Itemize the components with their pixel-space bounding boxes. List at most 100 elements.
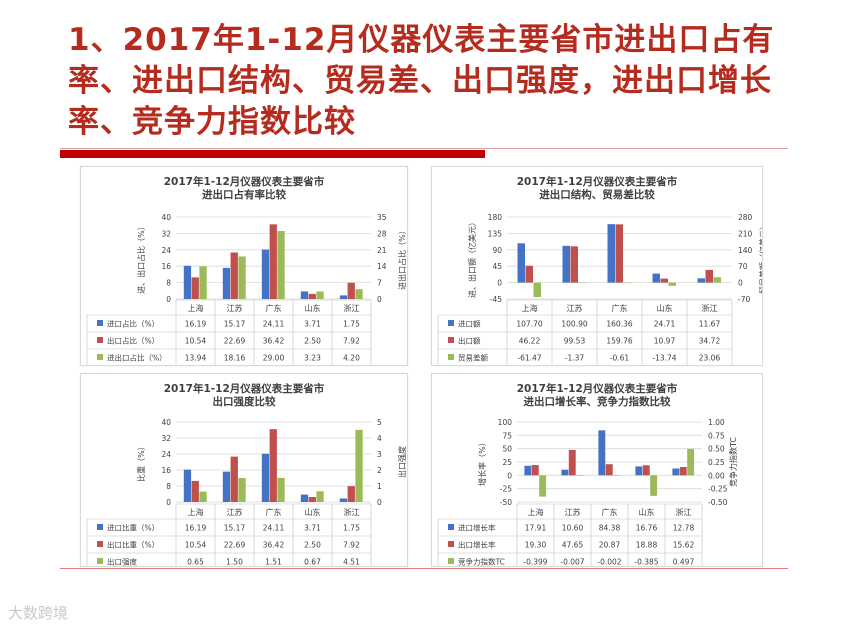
- x-tick-label: 江苏: [227, 507, 243, 517]
- bar-0: [607, 224, 615, 283]
- x-tick-label: 江苏: [227, 303, 243, 313]
- chart-title-line: 进出口结构、贸易差比较: [539, 188, 655, 201]
- data-label: 13.94: [185, 354, 207, 363]
- bar-2: [613, 475, 621, 476]
- y-tick-left: -25: [500, 485, 512, 494]
- data-label: 11.67: [699, 320, 721, 329]
- data-label: 3.71: [304, 320, 321, 329]
- y-tick-left: -45: [490, 295, 502, 304]
- data-label: 36.42: [263, 541, 285, 550]
- bar-2: [277, 477, 285, 502]
- data-label: -13.74: [652, 354, 676, 363]
- y-tick-left: 32: [161, 229, 171, 238]
- data-label: 15.62: [673, 541, 695, 550]
- bar-1: [230, 252, 238, 299]
- y-tick-left: 90: [492, 246, 502, 255]
- legend-swatch: [448, 354, 454, 360]
- chart-title-line: 进出口增长率、竞争力指数比较: [524, 395, 671, 408]
- bar-0: [524, 465, 532, 476]
- data-label: 34.72: [699, 337, 721, 346]
- y-tick-left: 8: [166, 279, 171, 288]
- data-label: -1.37: [565, 354, 585, 363]
- data-label: 10.54: [185, 541, 207, 550]
- x-tick-label: 浙江: [344, 303, 360, 313]
- bar-2: [238, 256, 246, 299]
- data-label: 3.23: [304, 354, 321, 363]
- y-tick-left: 0: [497, 279, 502, 288]
- bar-1: [347, 486, 355, 502]
- data-label: 160.36: [606, 320, 632, 329]
- y-axis-label-left: 进、出口额（亿美元）: [467, 218, 477, 298]
- data-label: 22.69: [224, 541, 246, 550]
- y-tick-right: 0: [377, 295, 382, 304]
- bar-0: [222, 471, 231, 502]
- bar-2: [277, 231, 285, 299]
- bar-0: [635, 466, 643, 476]
- legend-label: 进口额: [458, 319, 481, 329]
- y-axis-label-left: 进、出口占比（%）: [136, 222, 146, 294]
- y-tick-left: 24: [161, 450, 171, 459]
- y-tick-right: 5: [377, 418, 382, 427]
- bar-0: [300, 494, 309, 502]
- y-tick-left: 100: [498, 418, 513, 427]
- data-label: 36.42: [263, 337, 285, 346]
- y-tick-right: 0.00: [708, 471, 725, 480]
- legend-label: 出口强度: [107, 557, 137, 567]
- data-label: 159.76: [606, 337, 632, 346]
- x-tick-label: 浙江: [344, 507, 360, 517]
- y-tick-left: 40: [161, 418, 171, 427]
- data-label: 7.92: [343, 541, 360, 550]
- data-label: 24.11: [263, 524, 285, 533]
- y-axis-label-right: 进出口占比（%）: [397, 226, 407, 290]
- y-tick-right: 7: [377, 279, 382, 288]
- y-tick-right: 0.75: [708, 431, 725, 440]
- legend-swatch: [448, 558, 454, 564]
- data-label: 1.75: [343, 524, 360, 533]
- legend-swatch: [448, 320, 454, 326]
- y-tick-right: 0.50: [708, 445, 725, 454]
- legend-swatch: [97, 524, 103, 530]
- x-tick-label: 山东: [305, 303, 321, 313]
- bar-1: [191, 277, 199, 299]
- chart-export-intensity-svg: 2017年1-12月仪器仪表主要省市出口强度比较4032241680543210…: [86, 382, 407, 567]
- x-tick-label: 广东: [612, 303, 628, 313]
- data-label: 24.11: [263, 320, 285, 329]
- y-tick-right: 0: [377, 498, 382, 507]
- legend-label: 进口增长率: [458, 523, 496, 533]
- bar-1: [615, 224, 623, 283]
- data-label: 0.65: [187, 558, 204, 567]
- bar-2: [199, 491, 207, 502]
- legend-swatch: [448, 524, 454, 530]
- y-tick-left: 135: [488, 229, 503, 238]
- y-tick-left: 0: [507, 471, 512, 480]
- y-tick-left: 180: [488, 213, 503, 222]
- data-label: 15.17: [224, 524, 246, 533]
- legend-swatch: [97, 541, 103, 547]
- x-tick-label: 上海: [528, 507, 544, 517]
- chart-panel-share: 2017年1-12月仪器仪表主要省市 进出口占有率比较 40 32 24 16 8 0 35 28…: [80, 166, 408, 366]
- bar-2: [238, 478, 246, 502]
- bar-2: [713, 277, 721, 283]
- data-label: 17.91: [525, 524, 547, 533]
- y-tick-left: 40: [161, 213, 171, 222]
- bar-2: [650, 475, 658, 496]
- bar-0: [339, 498, 348, 502]
- bar-0: [261, 453, 270, 502]
- data-label: 0.67: [304, 558, 321, 567]
- bar-0: [562, 245, 570, 283]
- data-label: 4.20: [343, 354, 360, 363]
- bar-2: [355, 289, 363, 299]
- data-label: 18.88: [636, 541, 658, 550]
- y-tick-right: 0: [738, 279, 743, 288]
- y-tick-left: 75: [502, 431, 512, 440]
- data-label: 1.51: [265, 558, 282, 567]
- chart-panel-structure: 2017年1-12月仪器仪表主要省市 进出口结构、贸易差比较 180 135 90 45 0…: [431, 166, 763, 366]
- data-label: 16.76: [636, 524, 658, 533]
- bar-1: [269, 429, 277, 502]
- bar-1: [308, 293, 316, 299]
- x-tick-label: 上海: [522, 303, 538, 313]
- data-label: -0.61: [610, 354, 630, 363]
- legend-swatch: [448, 337, 454, 343]
